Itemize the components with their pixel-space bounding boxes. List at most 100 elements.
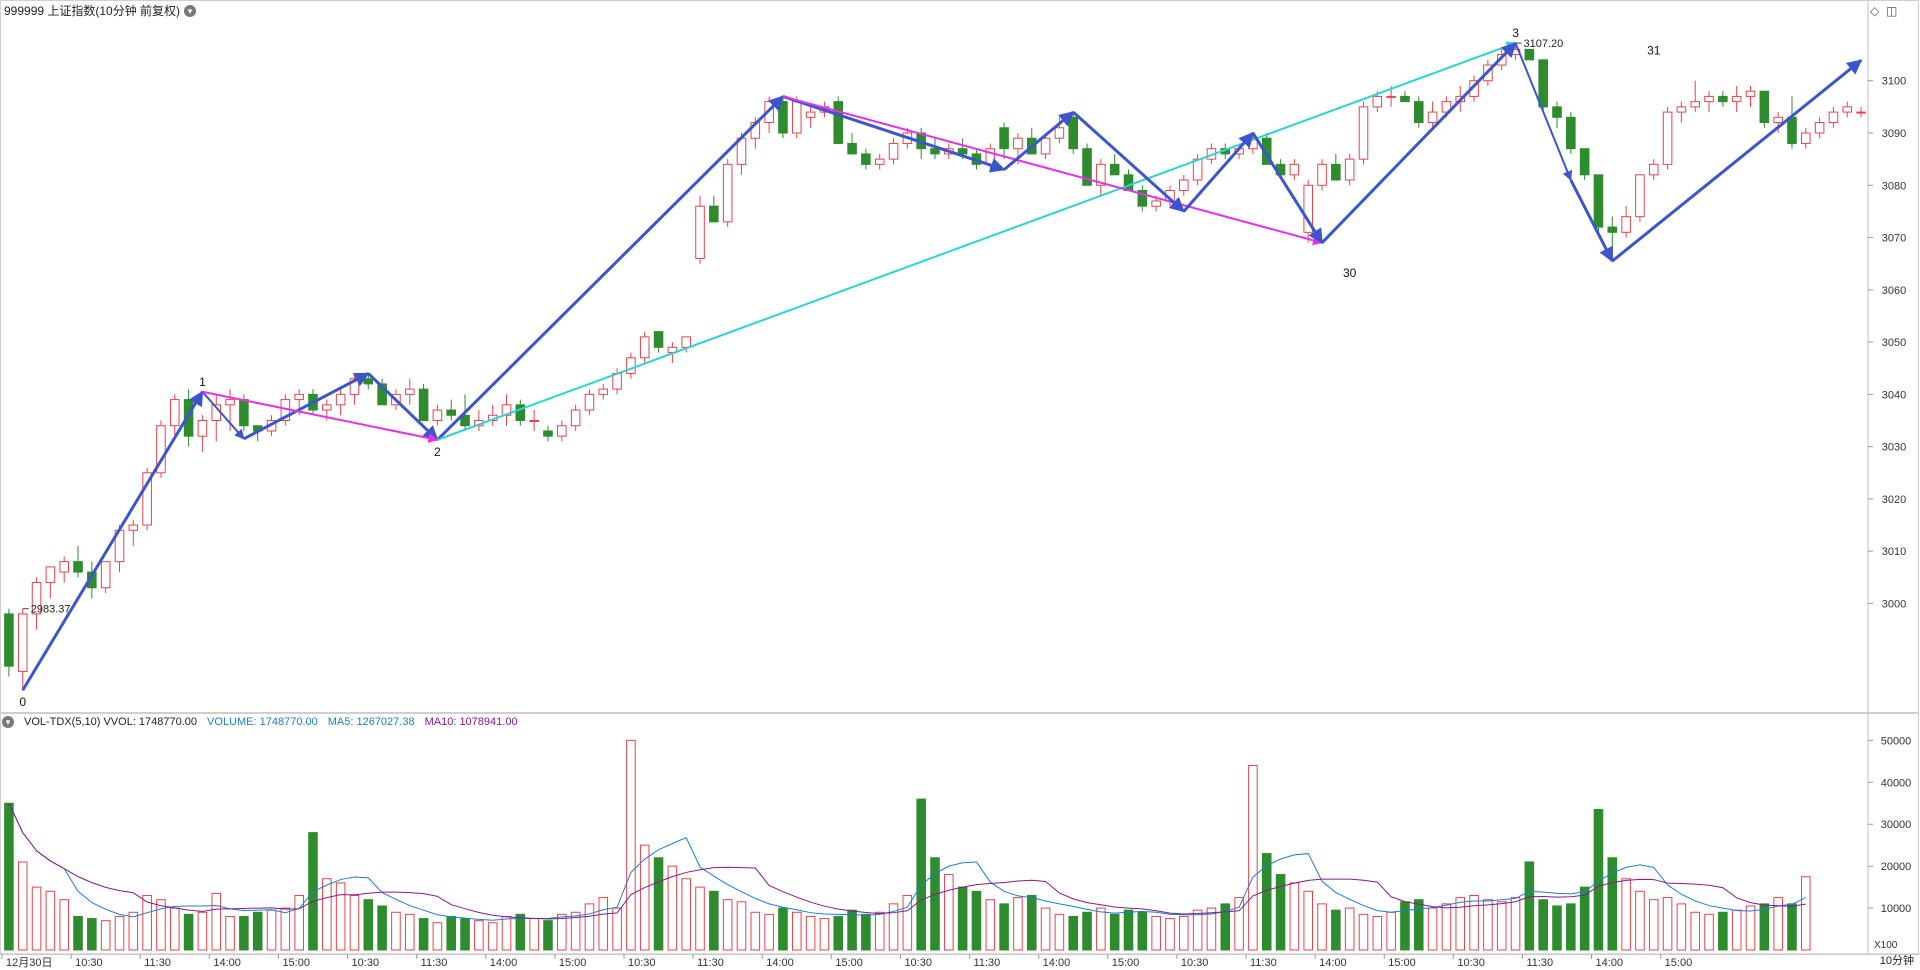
- y-tick-label: 3080: [1882, 180, 1906, 192]
- candle-body: [626, 357, 636, 374]
- volume-unit-label: X100: [1874, 940, 1898, 951]
- chart-title-bar: 999999 上证指数(10分钟 前复权) ▾: [4, 2, 197, 19]
- volume-y-tick-label: 10000: [1881, 903, 1912, 915]
- x-tick-label: 10:30: [352, 957, 380, 969]
- volume-bar: [764, 913, 774, 951]
- candle-body: [695, 205, 705, 259]
- wave-segment: [1003, 110, 1075, 171]
- volume-bar: [944, 874, 954, 951]
- candle-body: [460, 414, 470, 427]
- wave-labels-layer: 0 1 2 3 30 31: [19, 26, 1660, 709]
- wave-segment: [243, 372, 370, 441]
- volume-bar: [1165, 918, 1175, 951]
- candle-body: [888, 142, 899, 160]
- y-tick-label: 3050: [1882, 337, 1906, 349]
- period-label[interactable]: 10分钟: [1879, 955, 1914, 967]
- volume-bar: [557, 913, 567, 951]
- candle-body: [1386, 95, 1396, 98]
- volume-bar: [1040, 907, 1051, 951]
- candle-body: [1856, 111, 1866, 114]
- y-tick-label: 3060: [1882, 285, 1906, 297]
- volume-bar: [1745, 905, 1756, 951]
- candle-body: [100, 561, 111, 589]
- candle-body: [1718, 95, 1728, 103]
- candle-body: [1096, 163, 1106, 186]
- candle-body: [225, 399, 235, 406]
- candle-body: [515, 404, 526, 421]
- candle-body: [1427, 111, 1438, 124]
- volume-bar: [626, 739, 636, 951]
- x-tick-label: 11:30: [697, 957, 724, 969]
- candle-body: [1676, 106, 1687, 113]
- candle-body: [1400, 95, 1410, 103]
- volume-bar: [1386, 911, 1396, 951]
- volume-bar: [197, 911, 208, 951]
- candle-body: [59, 561, 69, 573]
- candle-body: [1358, 106, 1369, 160]
- diamond-icon[interactable]: ◇: [1870, 4, 1880, 18]
- volume-bar: [778, 907, 788, 951]
- volume-bar: [87, 918, 97, 951]
- volume-bar: [639, 844, 650, 951]
- volume-bar: [31, 886, 42, 951]
- volume-bar: [1358, 913, 1369, 951]
- x-tick-label: 15:00: [559, 957, 587, 969]
- x-tick-label: 11:30: [421, 957, 448, 969]
- candle-body: [1192, 158, 1203, 181]
- x-tick-label: 10:30: [904, 957, 932, 969]
- candle-body: [294, 393, 304, 401]
- volume-bar: [681, 878, 691, 951]
- candle-body: [1731, 95, 1742, 103]
- panel-toggle-icon[interactable]: ◫: [1886, 4, 1898, 18]
- candle-body: [1413, 101, 1424, 124]
- candle-body: [128, 524, 139, 531]
- volume-bar: [1621, 878, 1631, 951]
- wave-segment: [1569, 179, 1614, 263]
- volume-bar: [418, 918, 429, 951]
- volume-bar: [971, 890, 982, 951]
- wave-segment: [201, 391, 245, 440]
- volume-bar: [1538, 899, 1548, 951]
- candle-body: [1082, 148, 1092, 186]
- volume-indicator-name: VOL-TDX(5,10) VVOL: 1748770.00: [24, 716, 198, 728]
- volume-bar: [59, 899, 69, 951]
- volume-bar: [847, 909, 857, 951]
- wave-segment: [202, 390, 439, 443]
- candle-body: [17, 613, 28, 672]
- volume-bar: [1773, 897, 1783, 951]
- candle-body: [239, 399, 249, 427]
- volume-bar: [266, 909, 277, 951]
- volume-bar: [1303, 890, 1313, 951]
- candle-body: [570, 409, 581, 427]
- x-tick-label: 11:30: [1526, 957, 1553, 969]
- volume-bar: [1676, 903, 1687, 951]
- candle-body: [598, 388, 609, 395]
- wave-segment: [1072, 110, 1185, 213]
- volume-bar: [1718, 911, 1728, 951]
- x-tick-label: 12月30日: [6, 957, 52, 969]
- volume-bar: [280, 907, 291, 951]
- volume-bar: [349, 895, 360, 951]
- wave-segment: [782, 95, 1323, 246]
- volume-bar: [239, 915, 249, 951]
- candle-body: [1109, 163, 1120, 176]
- candle-body: [322, 404, 332, 411]
- candle-body: [1137, 190, 1148, 207]
- volume-bar: [100, 920, 111, 951]
- volume-bar: [1787, 903, 1797, 951]
- volume-bar: [1593, 809, 1604, 951]
- volume-bar: [1192, 909, 1203, 951]
- volume-bar: [1704, 913, 1714, 951]
- volume-bar: [1566, 903, 1576, 951]
- chevron-down-icon[interactable]: ▾: [184, 4, 197, 17]
- volume-value: VOLUME: 1748770.00: [207, 716, 318, 728]
- candle-body: [999, 127, 1009, 150]
- volume-bar: [1662, 897, 1673, 951]
- x-tick-label: 14:00: [490, 957, 518, 969]
- chevron-down-icon[interactable]: ▾: [2, 716, 14, 728]
- wave-segment: [1514, 42, 1573, 181]
- volume-bar: [1731, 909, 1742, 951]
- y-tick-label: 3090: [1882, 128, 1906, 140]
- candle-body: [1621, 216, 1631, 233]
- extreme-value-label: 2983.37: [31, 604, 71, 616]
